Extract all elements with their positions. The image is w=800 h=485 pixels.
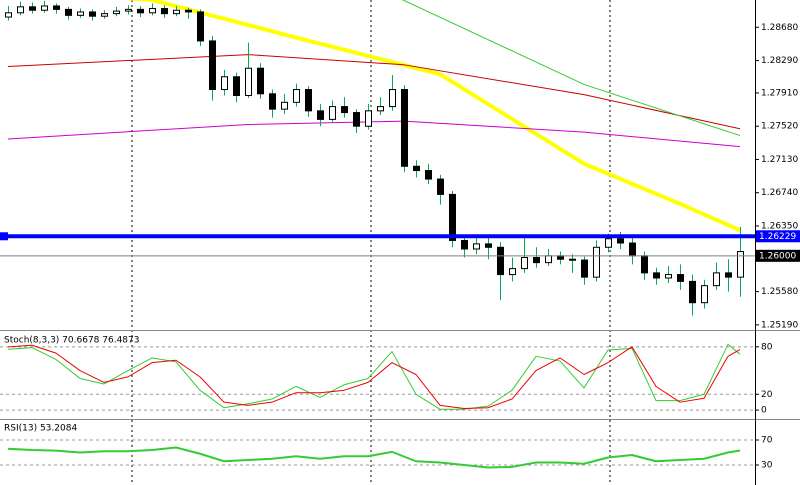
candle-body bbox=[161, 8, 168, 15]
candle-body bbox=[617, 238, 624, 244]
y-tick-label: 1.25190 bbox=[761, 320, 798, 330]
candle-body bbox=[641, 255, 648, 274]
y-tick-label: 80 bbox=[761, 342, 773, 352]
plot-area bbox=[5, 0, 744, 316]
candle-body bbox=[377, 106, 384, 112]
candle-body bbox=[605, 238, 612, 248]
candle-body bbox=[485, 243, 492, 248]
y-tick-label: 1.27910 bbox=[761, 88, 798, 98]
candle-body bbox=[197, 11, 204, 42]
y-tick-label: 1.25580 bbox=[761, 287, 798, 297]
candle-body bbox=[293, 89, 300, 103]
y-tick-label: 1.28290 bbox=[761, 56, 798, 66]
candle-body bbox=[89, 11, 96, 17]
candle-body bbox=[5, 12, 12, 18]
line-series bbox=[7, 446, 741, 469]
candle-body bbox=[677, 274, 684, 282]
candle-body bbox=[65, 8, 72, 16]
level-label-box bbox=[756, 230, 800, 243]
line-series bbox=[7, 54, 741, 130]
y-tick-label: 1.26350 bbox=[761, 221, 798, 231]
y-tick-label: 1.26740 bbox=[761, 188, 798, 198]
candle-body bbox=[185, 9, 192, 13]
level-handle bbox=[0, 232, 8, 241]
candle-body bbox=[329, 106, 336, 120]
candle-body bbox=[29, 6, 36, 11]
candle-body bbox=[449, 193, 456, 241]
candle-body bbox=[53, 5, 60, 10]
candle-body bbox=[341, 106, 348, 114]
y-tick-label: 70 bbox=[761, 436, 773, 446]
candle-body bbox=[665, 274, 672, 279]
candle-body bbox=[533, 257, 540, 264]
line-series bbox=[7, 344, 741, 410]
plot-area bbox=[7, 446, 741, 469]
candle-body bbox=[125, 8, 132, 12]
candle-body bbox=[629, 242, 636, 257]
candle-body bbox=[41, 5, 48, 11]
candle-body bbox=[557, 255, 564, 260]
candle-body bbox=[737, 251, 744, 278]
candle-body bbox=[209, 40, 216, 91]
candle-body bbox=[437, 178, 444, 195]
candle-body bbox=[137, 8, 144, 14]
y-tick-label: 1.27520 bbox=[761, 122, 798, 132]
candle-body bbox=[701, 285, 708, 304]
candle-body bbox=[245, 67, 252, 97]
candle-body bbox=[689, 280, 696, 304]
y-tick-label: 1.28680 bbox=[761, 23, 798, 33]
line-series bbox=[123, 0, 741, 233]
candle-body bbox=[593, 246, 600, 278]
candle-body bbox=[353, 112, 360, 127]
level-label: 1.26229 bbox=[759, 232, 796, 242]
candle-body bbox=[725, 272, 732, 278]
candle-body bbox=[473, 243, 480, 250]
candle-body bbox=[173, 9, 180, 15]
candle-body bbox=[509, 268, 516, 276]
candle-body bbox=[257, 67, 264, 95]
candle-body bbox=[401, 89, 408, 167]
level-label-box bbox=[756, 249, 800, 262]
candle-body bbox=[305, 89, 312, 112]
rsi-title: RSI(13) 53.2084 bbox=[4, 424, 77, 434]
candle-body bbox=[113, 10, 120, 15]
line-series bbox=[7, 343, 741, 410]
candle-body bbox=[521, 257, 528, 270]
y-tick-label: 30 bbox=[761, 461, 773, 471]
candle-body bbox=[365, 110, 372, 127]
candle-body bbox=[545, 255, 552, 264]
candle-body bbox=[281, 101, 288, 110]
candle-body bbox=[581, 259, 588, 278]
plot-area bbox=[7, 343, 741, 410]
candle-body bbox=[101, 13, 108, 17]
candle-body bbox=[221, 76, 228, 91]
candle-body bbox=[317, 110, 324, 120]
period-separators bbox=[131, 0, 611, 485]
candle-body bbox=[149, 8, 156, 14]
candle-body bbox=[389, 89, 396, 108]
y-tick-label: 1.27130 bbox=[761, 155, 798, 165]
candle-body bbox=[413, 165, 420, 172]
stoch-title: Stoch(8,3,3) 70.6678 76.4873 bbox=[4, 336, 139, 346]
y-tick-label: 0 bbox=[761, 406, 767, 416]
candle-body bbox=[269, 93, 276, 110]
level-label: 1.26000 bbox=[759, 251, 796, 261]
candle-body bbox=[569, 258, 576, 261]
candle-body bbox=[233, 76, 240, 97]
line-series bbox=[401, 0, 741, 137]
candle-body bbox=[497, 246, 504, 276]
y-tick-label: 20 bbox=[761, 390, 773, 400]
candle-body bbox=[77, 11, 84, 16]
candle-body bbox=[713, 272, 720, 287]
candle-body bbox=[425, 170, 432, 180]
candle-body bbox=[653, 272, 660, 279]
candle-body bbox=[461, 239, 468, 250]
candle-body bbox=[17, 6, 24, 14]
